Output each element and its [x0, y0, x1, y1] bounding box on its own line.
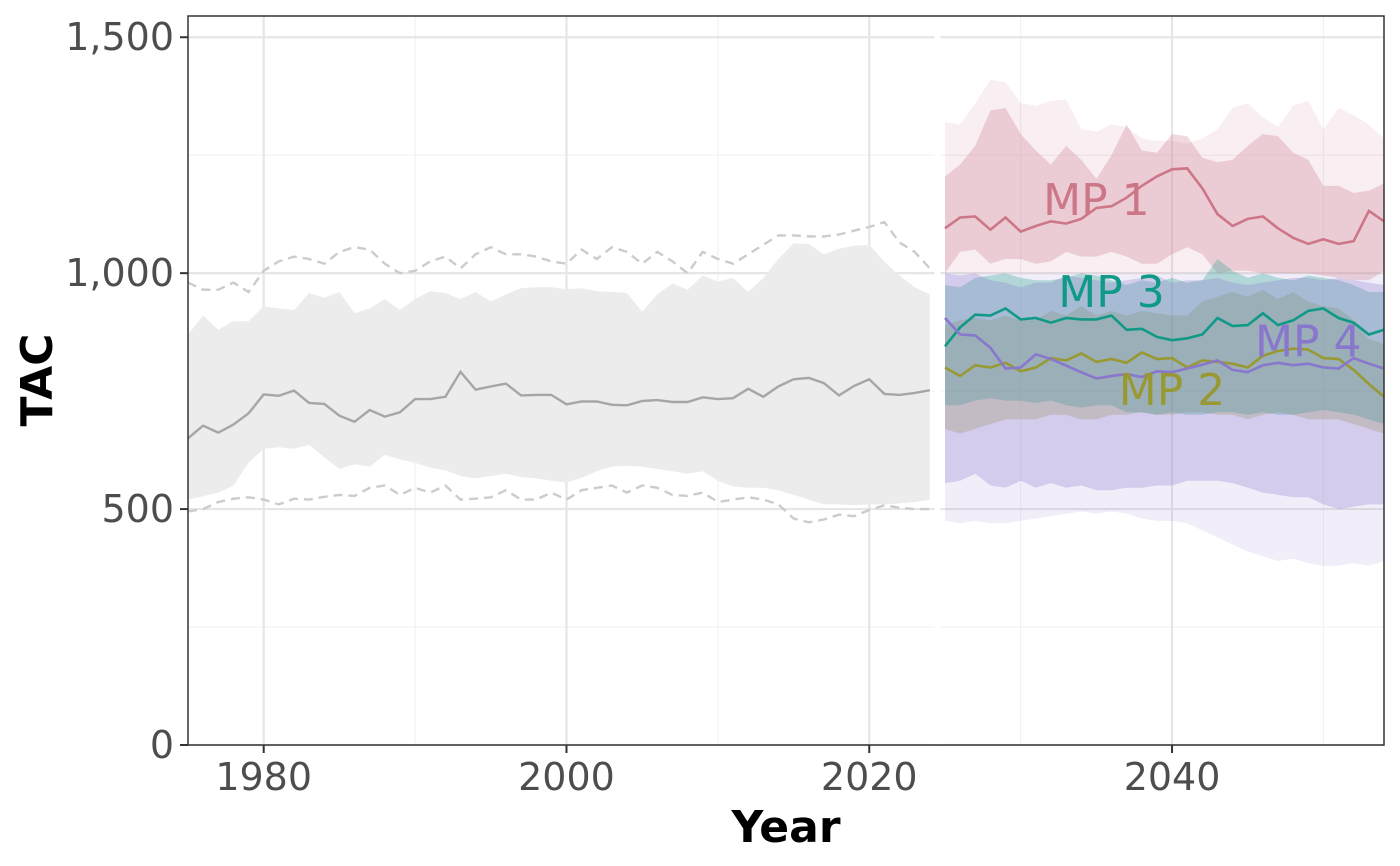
band-inner-mp-4 [945, 273, 1384, 510]
x-tick-label: 2020 [821, 755, 918, 799]
median-line-mp-4 [944, 317, 1385, 380]
y-tick-label: 0 [150, 723, 174, 767]
series-labels: MP 1 MP 2 MP 3 MP 4 [1043, 175, 1361, 416]
historical-band [188, 243, 930, 506]
y-axis-title: TAC [12, 334, 63, 427]
series-label-mp-2: MP 2 [1119, 365, 1225, 416]
y-tick-label: 1,500 [65, 15, 174, 59]
band-inner-mp-1 [945, 108, 1384, 281]
median-line-mp-3 [943, 306, 1385, 348]
axes: 1980 2000 2020 2040 0 500 1,000 1,500 [65, 15, 1220, 799]
y-tick-label: 1,000 [65, 251, 174, 295]
band-inner-mp-2 [945, 289, 1384, 434]
band-outer-mp-4 [945, 273, 1384, 566]
median-line-mp-2 [944, 347, 1385, 398]
x-tick-label: 1980 [215, 755, 312, 799]
series-label-mp-1: MP 1 [1043, 175, 1149, 226]
y-tick-label: 500 [101, 487, 174, 531]
x-tick-label: 2040 [1124, 755, 1221, 799]
series-label-mp-3: MP 3 [1058, 267, 1164, 318]
band-inner-mp-3 [945, 259, 1384, 425]
x-axis-title: Year [730, 802, 840, 853]
median-line-mp-1 [944, 167, 1385, 246]
historical-upper-dashed-line [187, 220, 931, 294]
plot-border [187, 15, 1385, 746]
historical-lower-dashed-line [187, 484, 930, 524]
historical-median-line [187, 369, 931, 440]
uncertainty-bands [188, 79, 1384, 566]
x-tick-label: 2000 [518, 755, 615, 799]
series-lines [187, 16, 1385, 745]
series-label-mp-4: MP 4 [1255, 317, 1361, 368]
